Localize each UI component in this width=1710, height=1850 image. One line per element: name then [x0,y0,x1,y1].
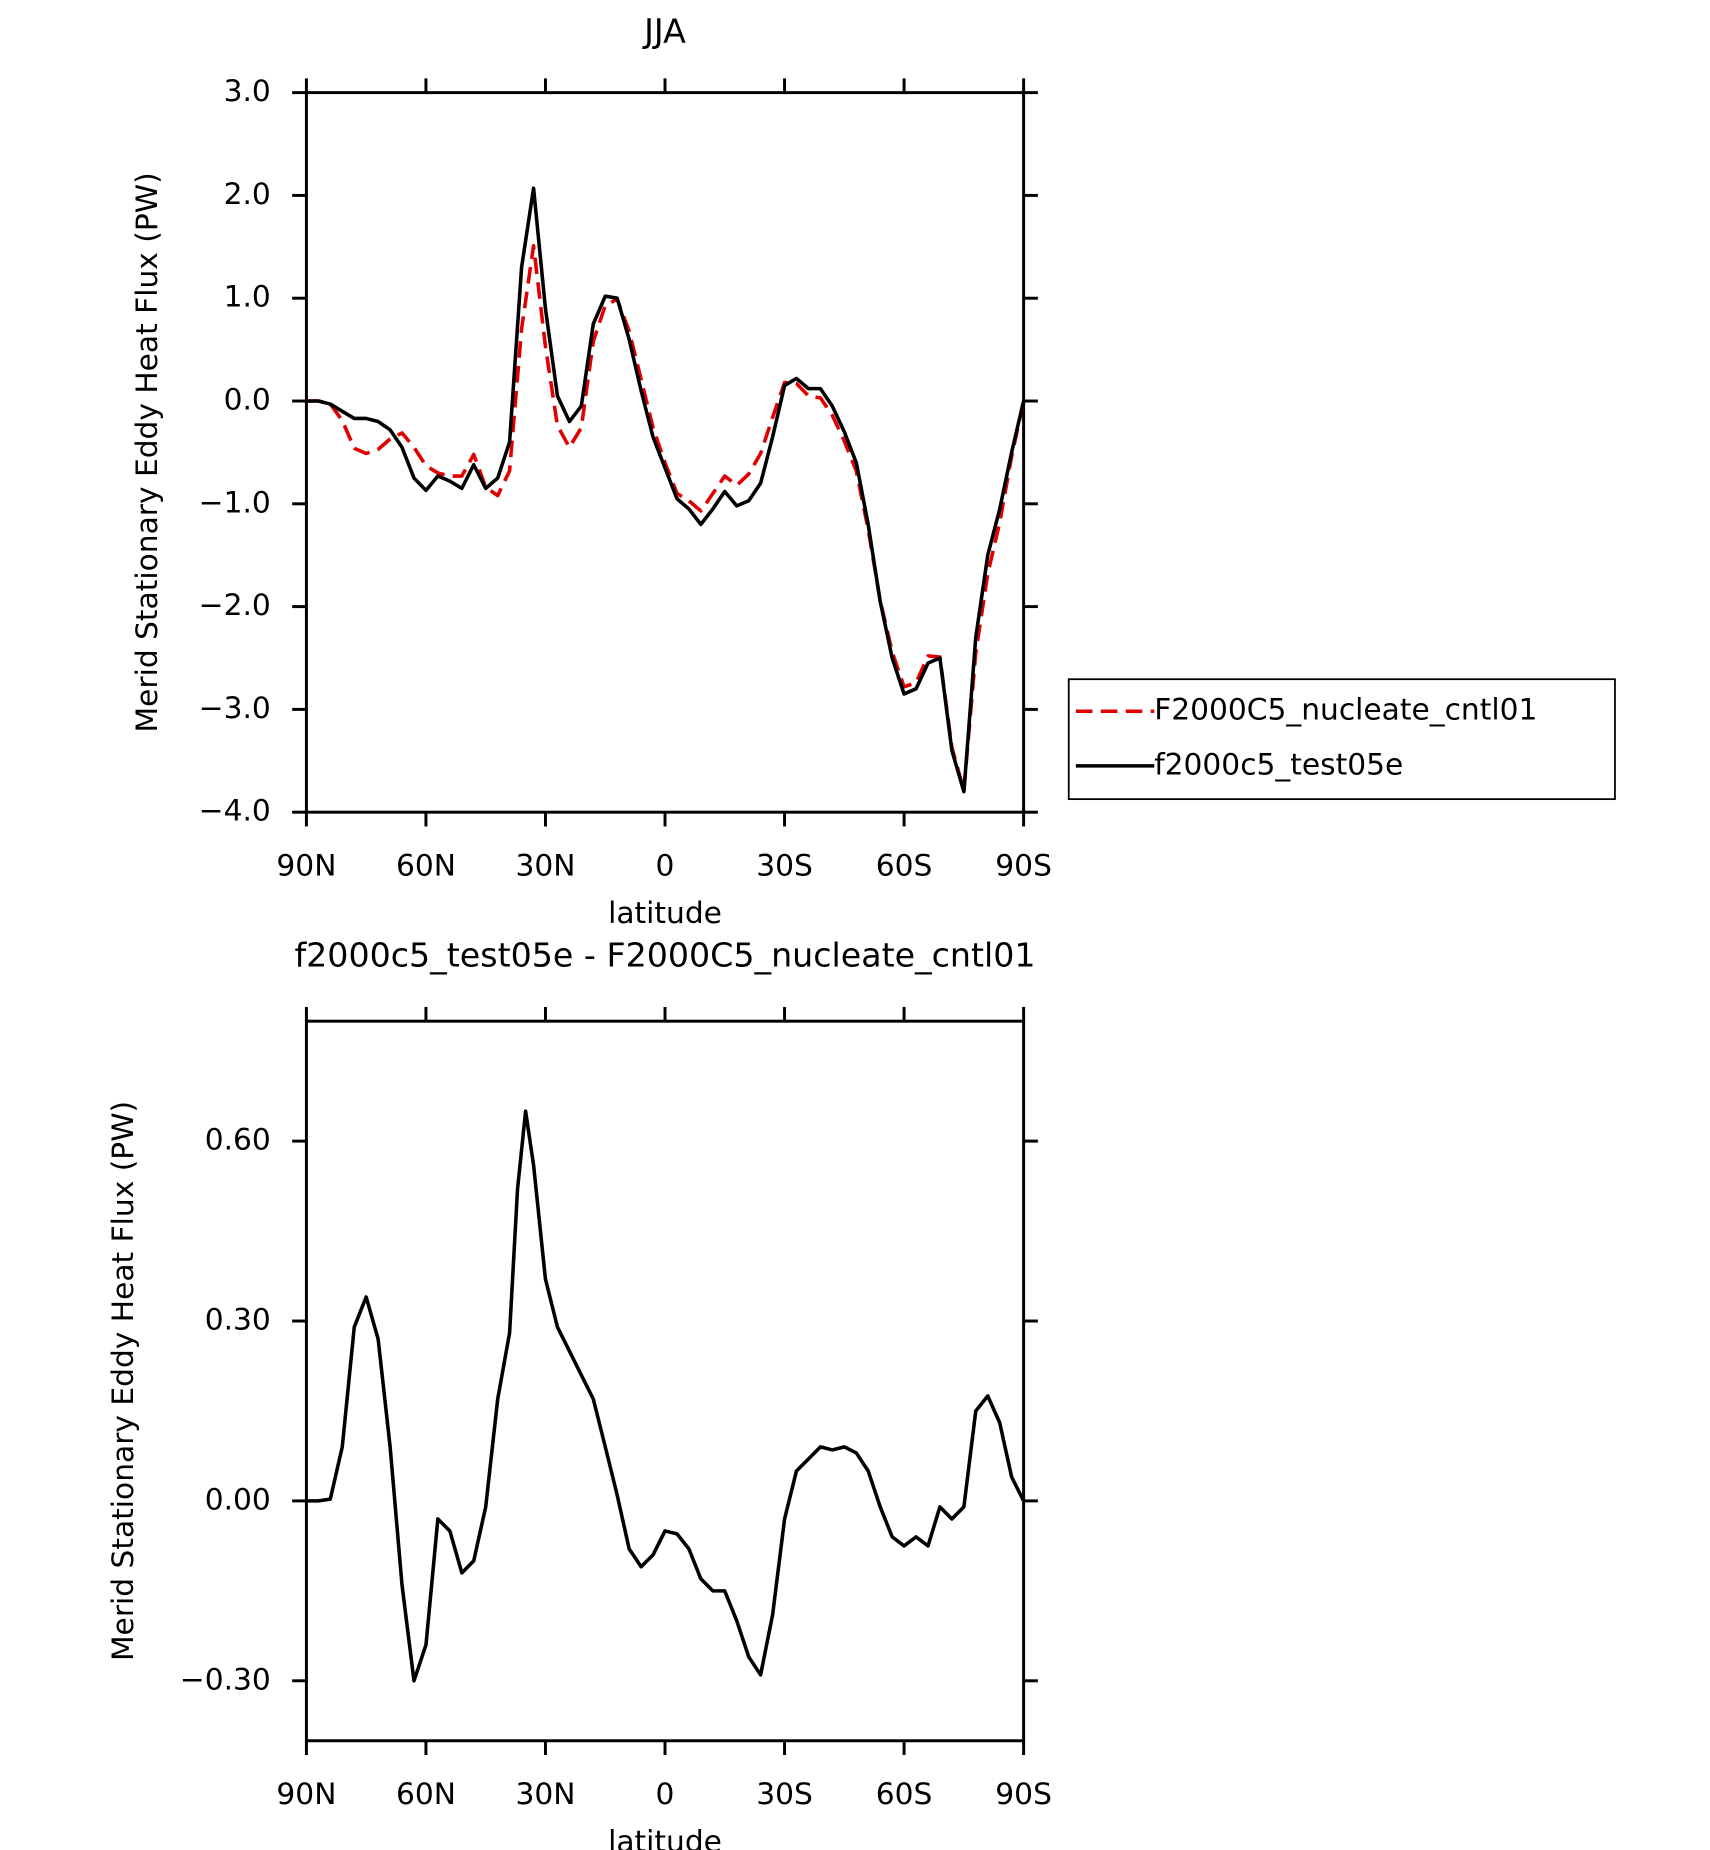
chart-title: JJA [642,12,686,51]
x-tick-label: 90S [995,847,1052,882]
chart-title: f2000c5_test05e - F2000C5_nucleate_cntl0… [294,936,1035,975]
y-axis-label: Merid Stationary Eddy Heat Flux (PW) [105,1101,140,1661]
y-tick-label: −0.30 [180,1661,271,1696]
legend-label: f2000c5_test05e [1154,746,1403,781]
x-tick-label: 30S [756,1776,813,1811]
y-tick-label: 1.0 [224,279,271,314]
data-line [306,244,1026,793]
x-tick-label: 0 [656,1776,675,1811]
y-tick-label: 3.0 [224,73,271,108]
x-tick-label: 60N [396,1776,456,1811]
y-tick-label: 0.00 [205,1481,271,1516]
y-tick-label: 0.30 [205,1302,271,1337]
x-tick-label: 30N [516,1776,576,1811]
y-tick-label: 0.60 [205,1122,271,1157]
y-tick-label: 2.0 [224,176,271,211]
y-tick-label: −4.0 [199,793,271,828]
x-axis-label: latitude [608,895,722,930]
legend-label: F2000C5_nucleate_cntl01 [1154,692,1537,727]
x-tick-label: 90N [276,1776,336,1811]
data-line [306,186,1026,794]
y-axis-label: Merid Stationary Eddy Heat Flux (PW) [129,172,164,732]
x-tick-label: 0 [656,847,675,882]
x-tick-label: 90N [276,847,336,882]
y-tick-label: −2.0 [199,587,271,622]
y-tick-label: −1.0 [199,484,271,519]
x-tick-label: 30N [516,847,576,882]
x-axis-label: latitude [608,1823,722,1850]
x-tick-label: 90S [995,1776,1052,1811]
x-tick-label: 30S [756,847,813,882]
x-tick-label: 60N [396,847,456,882]
y-tick-label: −3.0 [199,690,271,725]
y-tick-label: 0.0 [224,382,271,417]
legend-box [1067,678,1616,801]
x-tick-label: 60S [876,847,933,882]
data-line [306,1109,1026,1683]
x-tick-label: 60S [876,1776,933,1811]
